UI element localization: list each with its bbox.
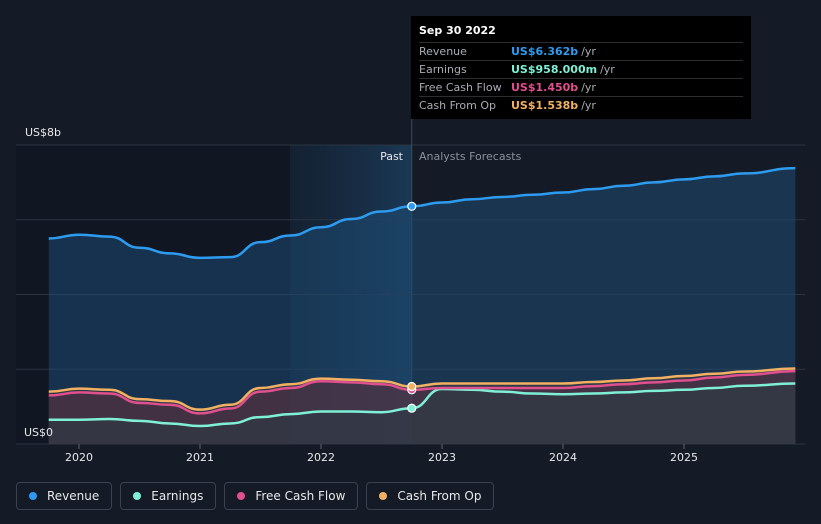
tooltip-row-value: US$1.450b [511,81,579,94]
legend-dot-icon [379,492,388,500]
tooltip-row-label: Earnings [419,63,467,76]
y-axis-bottom-label: US$0 [24,426,53,439]
x-tick-label: 2025 [670,451,698,464]
area-earnings [48,383,796,444]
tooltip-row-unit: /yr [600,63,615,76]
y-axis-top-label: US$8b [25,126,61,139]
marker-earnings [407,403,417,413]
legend: Revenue Earnings Free Cash Flow Cash From O… [16,482,495,510]
tooltip-row-value: US$6.362b [511,45,579,58]
chart-markers [407,201,417,413]
x-tick-label: 2024 [549,451,577,464]
legend-dot-icon [237,492,246,500]
legend-label: Earnings [151,489,204,503]
tooltip: Sep 30 2022 Revenue US$6.362b/yr Earnings U… [411,16,751,119]
tooltip-row-label: Free Cash Flow [419,81,502,94]
marker-revenue [407,201,417,211]
legend-label: Cash From Op [397,489,482,503]
x-axis-ticks: 2020 2021 2022 2023 2024 2025 [65,444,698,464]
legend-item-earnings[interactable]: Earnings [120,482,217,510]
legend-label: Free Cash Flow [255,489,346,503]
x-tick-label: 2020 [65,451,93,464]
tooltip-row-unit: /yr [581,45,596,58]
legend-dot-icon [29,492,37,500]
tooltip-row-value: US$958.000m [511,63,598,76]
tooltip-row: Free Cash Flow US$1.450b/yr [419,78,743,96]
legend-item-cash-from-op[interactable]: Cash From Op [366,482,495,510]
tooltip-row: Cash From Op US$1.538b/yr [419,96,743,114]
past-label: Past [380,150,404,163]
tooltip-row-label: Revenue [419,45,467,58]
tooltip-row-value: US$1.538b [511,99,579,112]
x-tick-label: 2022 [307,451,335,464]
x-tick-label: 2023 [428,451,456,464]
area-revenue [48,168,796,445]
tooltip-row-unit: /yr [581,99,596,112]
tooltip-row: Earnings US$958.000m/yr [419,60,743,78]
legend-dot-icon [133,492,142,500]
tooltip-date: Sep 30 2022 [419,24,496,37]
x-tick-label: 2021 [186,451,214,464]
tooltip-row-label: Cash From Op [419,99,497,112]
marker-cash-from-op [407,381,417,392]
tooltip-row-unit: /yr [581,81,596,94]
legend-item-free-cash-flow[interactable]: Free Cash Flow [224,482,359,510]
legend-label: Revenue [47,489,100,503]
chart-areas [48,168,796,445]
forecast-label: Analysts Forecasts [419,150,522,163]
legend-item-revenue[interactable]: Revenue [16,482,113,510]
tooltip-row: Revenue US$6.362b/yr [419,42,743,60]
